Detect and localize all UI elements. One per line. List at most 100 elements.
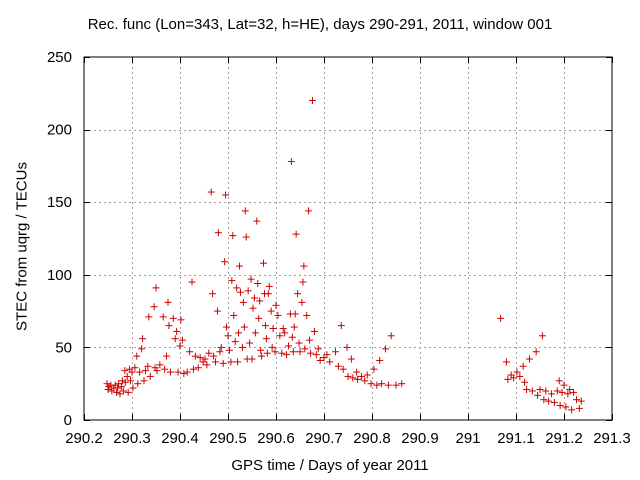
data-point	[113, 388, 121, 396]
data-point	[323, 351, 331, 359]
data-point	[221, 258, 229, 266]
data-point	[227, 358, 235, 366]
data-point	[264, 290, 272, 298]
data-point	[279, 325, 287, 333]
data-point	[378, 380, 386, 388]
data-point	[271, 348, 279, 356]
data-point	[523, 386, 531, 394]
data-point	[504, 375, 512, 383]
data-point	[201, 355, 209, 363]
data-point	[141, 367, 149, 375]
data-point	[169, 314, 177, 322]
data-point	[305, 207, 313, 215]
x-tick-label: 290.2	[65, 430, 103, 447]
y-tick-label: 50	[55, 339, 72, 356]
data-point	[133, 352, 141, 360]
data-point	[274, 311, 282, 319]
x-tick-label: 290.9	[401, 430, 439, 447]
data-point	[566, 386, 574, 394]
data-point	[263, 349, 271, 357]
data-point	[146, 372, 154, 380]
data-point	[572, 396, 580, 404]
data-point	[191, 352, 199, 360]
data-point	[150, 303, 158, 311]
data-point	[186, 348, 194, 356]
data-point	[349, 374, 357, 382]
data-point	[196, 354, 204, 362]
data-point	[337, 322, 345, 330]
data-point	[219, 359, 227, 367]
data-point	[127, 377, 135, 385]
data-point	[217, 343, 225, 351]
data-point	[124, 388, 132, 396]
data-point	[210, 352, 218, 360]
x-tick-label: 290.8	[353, 430, 391, 447]
data-point	[370, 365, 378, 373]
data-point	[244, 287, 252, 295]
data-point	[363, 371, 371, 379]
data-point	[353, 368, 361, 376]
data-point	[497, 314, 505, 322]
data-point	[153, 367, 161, 375]
data-point	[308, 97, 316, 105]
data-point	[292, 230, 300, 238]
data-point	[214, 229, 222, 237]
data-point	[250, 294, 258, 302]
data-point	[228, 277, 236, 285]
data-point	[361, 377, 369, 385]
data-point	[538, 332, 546, 340]
data-point	[117, 383, 125, 391]
x-tick-label: 290.4	[161, 430, 199, 447]
y-tick-label: 0	[64, 412, 72, 429]
data-point	[253, 217, 261, 225]
data-point	[254, 280, 262, 288]
data-point	[267, 307, 275, 315]
data-point	[550, 399, 558, 407]
data-point	[310, 327, 318, 335]
data-point	[525, 355, 533, 363]
data-point	[555, 377, 563, 385]
data-point	[229, 232, 237, 240]
data-point	[138, 345, 146, 353]
data-point	[242, 233, 250, 241]
data-points	[103, 97, 585, 414]
data-point	[239, 298, 247, 306]
data-point	[224, 332, 232, 340]
x-tick-label: 291.3	[593, 430, 631, 447]
data-point	[513, 368, 521, 376]
data-point	[575, 404, 583, 412]
data-point	[225, 346, 233, 354]
data-point	[152, 284, 160, 292]
data-point	[299, 278, 307, 286]
data-point	[284, 342, 292, 350]
data-point	[128, 368, 136, 376]
x-tick-label: 290.3	[113, 430, 151, 447]
data-point	[255, 314, 263, 322]
data-point	[114, 384, 122, 392]
data-point	[312, 351, 320, 359]
data-point	[314, 345, 322, 353]
grid	[84, 57, 612, 420]
data-point	[354, 375, 362, 383]
data-point	[116, 390, 124, 398]
data-point	[248, 355, 256, 363]
data-point	[222, 191, 230, 199]
data-point	[289, 348, 297, 356]
data-point	[177, 316, 185, 324]
axis-ticks: 290.2 290.3 290.4 290.5 290.6 290.7 290.8 290.9…	[47, 49, 631, 447]
data-point	[276, 332, 284, 340]
data-point	[296, 348, 304, 356]
data-point	[163, 352, 171, 360]
data-point	[357, 372, 365, 380]
data-point	[316, 356, 324, 364]
y-tick-label: 200	[47, 122, 72, 139]
data-point	[376, 356, 384, 364]
data-point	[392, 381, 400, 389]
data-point	[536, 386, 544, 394]
data-point	[268, 343, 276, 351]
data-point	[387, 332, 395, 340]
data-point	[545, 397, 553, 405]
data-point	[287, 158, 295, 166]
x-tick-label: 291.1	[497, 430, 535, 447]
